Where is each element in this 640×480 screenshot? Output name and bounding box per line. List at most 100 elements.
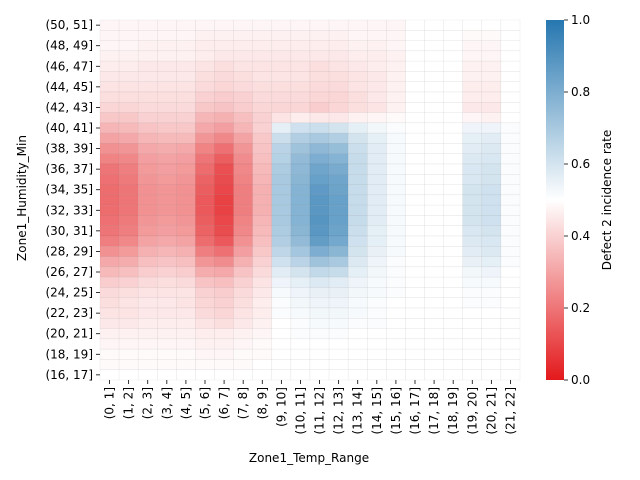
heatmap-cell xyxy=(137,276,158,288)
heatmap-cell xyxy=(309,132,330,144)
heatmap-cell xyxy=(252,174,273,185)
heatmap-cell xyxy=(500,122,521,134)
heatmap-cell xyxy=(195,287,215,298)
heatmap-cell xyxy=(328,143,349,154)
heatmap-cell xyxy=(157,184,177,196)
heatmap-cell xyxy=(443,204,463,216)
heatmap-cell xyxy=(347,163,368,175)
heatmap-cell xyxy=(271,225,292,237)
heatmap-cell xyxy=(233,256,253,268)
heatmap-cell xyxy=(367,256,387,268)
heatmap-cell xyxy=(500,174,521,185)
heatmap-cell xyxy=(405,163,425,175)
heatmap-cell xyxy=(176,163,196,175)
heatmap-cell xyxy=(137,132,158,144)
heatmap-cell xyxy=(233,30,253,41)
heatmap-cell xyxy=(99,194,120,206)
x-tick-label: (16, 17] xyxy=(408,387,422,435)
heatmap-cell xyxy=(195,297,215,309)
heatmap-cell xyxy=(405,369,425,381)
heatmap-cell xyxy=(309,194,330,206)
y-tick-label: (30, 31] xyxy=(45,224,93,238)
heatmap-cell xyxy=(252,235,273,247)
heatmap-cell xyxy=(271,71,292,82)
heatmap-cell xyxy=(500,256,521,268)
heatmap-cell xyxy=(99,19,120,31)
heatmap-cell xyxy=(176,359,196,370)
heatmap-cell xyxy=(405,112,425,124)
heatmap-cell xyxy=(462,235,483,247)
heatmap-cell xyxy=(386,91,406,103)
heatmap-cell xyxy=(157,328,177,340)
heatmap-cell xyxy=(214,71,234,82)
heatmap-cell xyxy=(99,328,120,340)
heatmap-cell xyxy=(137,359,158,370)
heatmap-cell xyxy=(500,30,521,41)
heatmap-cell xyxy=(290,153,311,165)
heatmap-cell xyxy=(137,163,158,175)
heatmap-cell xyxy=(252,30,273,41)
heatmap-cell xyxy=(309,40,330,52)
heatmap-cell xyxy=(271,40,292,52)
heatmap-cell xyxy=(157,50,177,62)
heatmap-cell xyxy=(481,143,502,154)
heatmap-cell xyxy=(424,204,444,216)
heatmap-cell xyxy=(443,122,463,134)
heatmap-cell xyxy=(157,71,177,82)
heatmap-cell xyxy=(424,50,444,62)
heatmap-cell xyxy=(443,348,463,360)
heatmap-cell xyxy=(195,266,215,278)
heatmap-cell xyxy=(500,338,521,350)
y-axis-ticks: (50, 51] (48, 49] (46, 47] (44, 45] (42, 43]… xyxy=(45,18,100,382)
heatmap-cell xyxy=(367,91,387,103)
heatmap-cell xyxy=(405,132,425,144)
heatmap-cell xyxy=(157,276,177,288)
y-tick-label: (22, 23] xyxy=(45,306,93,320)
heatmap-cell xyxy=(214,297,234,309)
heatmap-cell xyxy=(176,91,196,103)
heatmap-cell xyxy=(328,91,349,103)
heatmap-cell xyxy=(290,225,311,237)
heatmap-cell xyxy=(443,91,463,103)
heatmap-cell xyxy=(290,338,311,350)
heatmap-cell xyxy=(118,143,139,154)
heatmap-cell xyxy=(137,60,158,72)
heatmap-cell xyxy=(367,307,387,319)
heatmap-cell xyxy=(347,112,368,124)
x-tick-label: (6, 7] xyxy=(217,387,231,419)
heatmap-cell xyxy=(118,40,139,52)
heatmap-cell xyxy=(309,235,330,247)
heatmap-cell xyxy=(367,19,387,31)
heatmap-cell xyxy=(176,60,196,72)
heatmap-cell xyxy=(500,318,521,329)
heatmap-cell xyxy=(195,348,215,360)
heatmap-cell xyxy=(137,40,158,52)
heatmap-cell xyxy=(500,246,521,257)
heatmap-cell xyxy=(462,153,483,165)
heatmap-cell xyxy=(233,153,253,165)
heatmap-cell xyxy=(443,246,463,257)
heatmap-cell xyxy=(99,348,120,360)
heatmap-cell xyxy=(481,40,502,52)
heatmap-cell xyxy=(309,30,330,41)
heatmap-cell xyxy=(118,328,139,340)
heatmap-cell xyxy=(481,307,502,319)
heatmap-cell xyxy=(157,122,177,134)
heatmap-cell xyxy=(309,91,330,103)
heatmap-cell xyxy=(347,50,368,62)
heatmap-cell xyxy=(309,71,330,82)
heatmap-cell xyxy=(137,30,158,41)
heatmap-cell xyxy=(252,60,273,72)
y-tick-label: (20, 21] xyxy=(45,327,93,341)
heatmap-cell xyxy=(347,143,368,154)
heatmap-cell xyxy=(367,328,387,340)
heatmap-cell xyxy=(424,235,444,247)
y-tick-label: (32, 33] xyxy=(45,203,93,217)
heatmap-cell xyxy=(347,174,368,185)
heatmap-cell xyxy=(424,328,444,340)
heatmap-cell xyxy=(328,30,349,41)
heatmap-cell xyxy=(424,348,444,360)
heatmap-cell xyxy=(271,60,292,72)
heatmap-cell xyxy=(462,91,483,103)
y-tick-label: (38, 39] xyxy=(45,142,93,156)
